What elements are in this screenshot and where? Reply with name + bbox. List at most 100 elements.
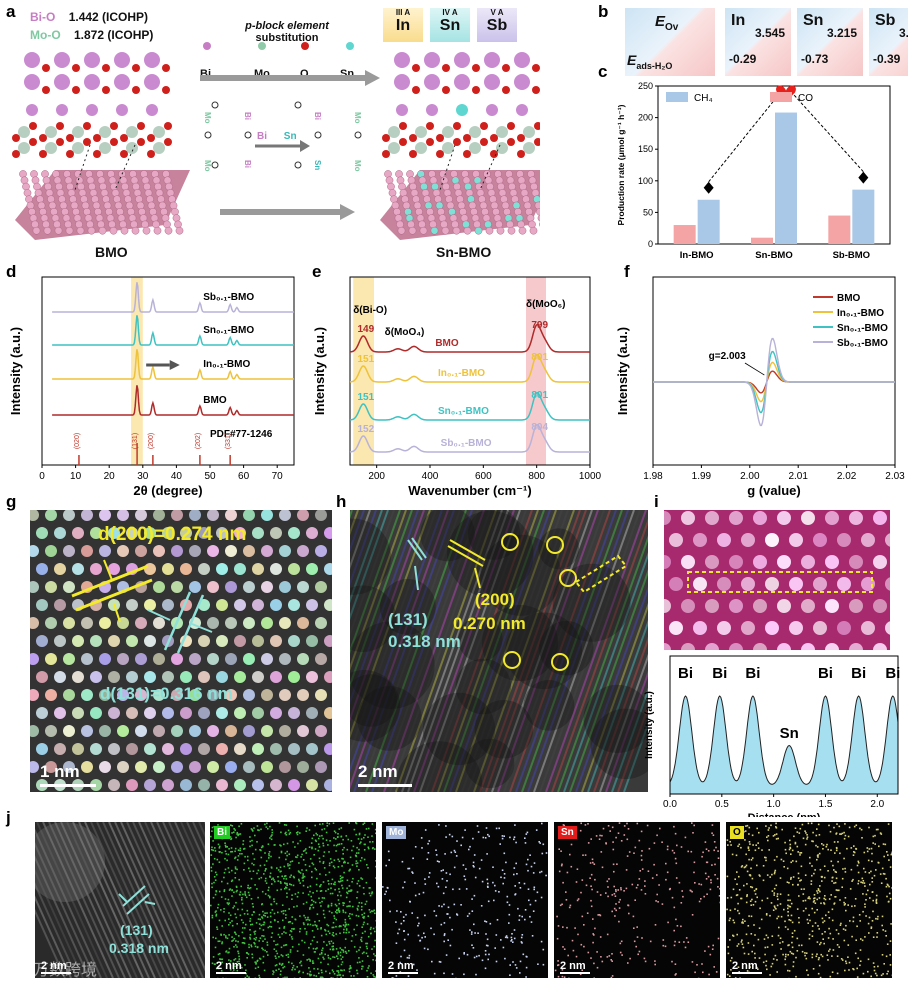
bi-surface-atom: [171, 207, 179, 216]
eds-dot: [748, 915, 750, 917]
eds-dot: [843, 901, 845, 904]
eds-dot: [887, 854, 889, 856]
atom-column: [36, 743, 48, 755]
atom-column: [54, 743, 66, 755]
eds-dot: [529, 903, 532, 906]
eds-dot: [853, 825, 856, 828]
eds-dot: [234, 877, 237, 879]
eds-dot: [885, 877, 887, 880]
eds-dot: [859, 960, 862, 962]
eds-dot: [627, 904, 629, 906]
eds-dot: [242, 893, 244, 896]
bi-surface-atom: [51, 214, 60, 222]
eds-dot: [472, 837, 474, 840]
eds-dot: [853, 845, 855, 847]
eds-dot: [556, 915, 558, 918]
atom-column: [153, 761, 165, 773]
eds-dot: [833, 869, 835, 871]
eds-dot: [506, 936, 509, 939]
eds-dot: [330, 861, 333, 864]
eds-dot: [632, 915, 635, 918]
eds-dot: [864, 936, 866, 938]
atom-column: [30, 510, 39, 521]
atom-column: [234, 707, 246, 719]
eds-dot: [232, 962, 234, 965]
eds-dot: [805, 952, 808, 954]
bi-surface-atom: [108, 176, 117, 185]
o-atom: [426, 122, 434, 130]
eds-dot: [607, 895, 609, 898]
atom-column: [63, 617, 75, 629]
eds-dot: [292, 967, 294, 969]
i-profile-area: [669, 695, 899, 795]
eds-dot: [367, 915, 370, 917]
eds-dot: [850, 847, 853, 849]
sn-atom-icon: [346, 42, 354, 50]
eds-dot: [787, 907, 789, 910]
eds-dot: [577, 933, 579, 936]
eds-dot: [775, 838, 778, 840]
hrtem-lattice: [350, 510, 648, 792]
h-plane-131: (131): [388, 610, 428, 629]
eds-dot: [861, 882, 864, 884]
bi-surface-atom: [153, 226, 162, 235]
lattice-fringe: [138, 822, 205, 972]
eds-dot: [302, 873, 304, 875]
e-highlight-moo6: [526, 277, 546, 465]
eds-dot: [375, 832, 376, 835]
eds-dot: [446, 880, 448, 882]
eds-dot: [314, 901, 317, 904]
atom-column: [813, 577, 827, 591]
eds-dot: [876, 932, 879, 934]
eds-dot: [320, 952, 323, 955]
eds-dot: [875, 900, 878, 902]
eds-dot: [843, 939, 846, 942]
eds-dot: [788, 970, 791, 972]
eds-dot: [795, 956, 797, 959]
eds-dot: [641, 850, 643, 852]
eds-dot: [867, 970, 869, 973]
i-xtick-label: 1.5: [819, 799, 833, 810]
eds-dot: [807, 822, 810, 825]
eds-dot: [676, 925, 679, 927]
epr-chart: 1.98 1.99 2.00 2.01 2.02 2.03g (value)Intensi…: [615, 276, 905, 498]
eds-dot: [734, 878, 736, 880]
eds-dot: [433, 972, 436, 975]
eds-dot: [643, 957, 646, 960]
eds-dot: [665, 862, 667, 865]
b-cell-in: In 3.545 -0.29: [725, 8, 791, 76]
eds-dot: [789, 847, 792, 849]
eds-dot: [784, 955, 787, 958]
eds-dot: [333, 830, 336, 832]
eds-dot: [317, 968, 319, 970]
eds-dot: [718, 895, 720, 897]
eds-dot: [327, 888, 330, 891]
atom-column: [777, 599, 791, 613]
e-series-label: BMO: [435, 338, 459, 349]
eds-dot: [296, 950, 299, 952]
eds-dot: [227, 951, 229, 954]
eds-dot: [283, 965, 286, 968]
eds-dot: [331, 969, 334, 971]
eds-dot: [759, 907, 761, 910]
f-annotation: g=2.003: [709, 351, 746, 362]
eds-dot: [279, 881, 282, 883]
atom-column: [72, 743, 84, 755]
o-atom: [42, 86, 50, 94]
eds-dot: [584, 824, 587, 826]
o-atom: [66, 134, 74, 142]
eds-dot: [884, 930, 887, 932]
eds-dot: [271, 829, 273, 831]
eds-dot: [283, 927, 285, 929]
eds-dot: [844, 823, 846, 825]
bi-surface-atom: [76, 226, 85, 235]
eds-dot: [610, 959, 612, 961]
eds-dot: [360, 877, 362, 879]
schematic-bi-label: Bi: [243, 160, 252, 168]
eds-dot: [572, 949, 575, 952]
eds-dot: [827, 937, 830, 939]
eds-dot: [495, 827, 498, 830]
mo-atom: [153, 126, 165, 138]
eds-dot: [290, 884, 293, 886]
